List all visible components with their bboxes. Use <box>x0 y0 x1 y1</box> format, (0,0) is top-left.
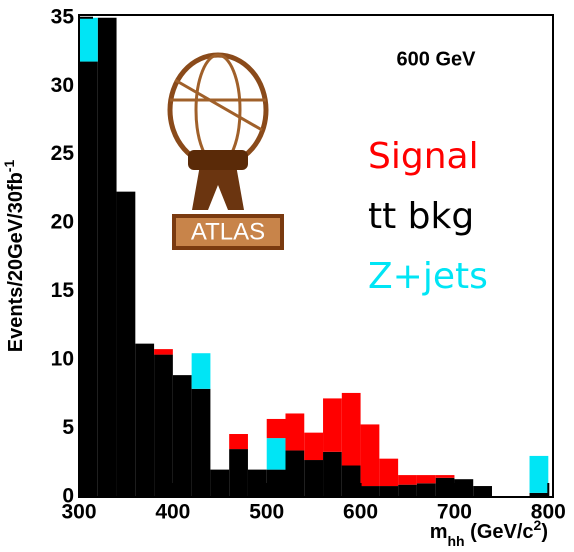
bar <box>435 477 455 497</box>
bar <box>154 354 173 497</box>
legend-entry: Signal <box>368 136 479 177</box>
x-tick-label: 400 <box>155 501 190 524</box>
bar <box>266 438 286 470</box>
bar <box>398 475 417 485</box>
bar <box>360 424 380 487</box>
y-tick-label: 30 <box>51 74 74 97</box>
label-part: (GeV/c <box>465 521 534 543</box>
annotation: 600 GeV <box>397 48 477 70</box>
bar <box>172 375 192 497</box>
bar <box>247 469 267 497</box>
bar <box>435 475 455 478</box>
x-tick-label: 300 <box>61 501 96 524</box>
y-tick-label: 0 <box>62 485 74 508</box>
bar <box>473 486 492 497</box>
y-tick-label: 10 <box>51 348 74 371</box>
bar <box>135 343 155 497</box>
y-tick-label: 25 <box>51 142 75 165</box>
bar <box>304 432 324 461</box>
label-part: ) <box>541 521 548 543</box>
bar <box>116 191 136 497</box>
bar <box>79 17 98 62</box>
bar <box>229 434 248 450</box>
x-tick-label: 500 <box>249 501 284 524</box>
bar <box>191 353 211 389</box>
bar <box>323 451 342 497</box>
bar <box>285 450 305 497</box>
label-part: hh <box>448 533 465 549</box>
bar <box>416 483 436 497</box>
bar <box>379 486 399 497</box>
legend-entry: Z+jets <box>368 256 488 297</box>
bar <box>97 17 117 497</box>
bar <box>191 388 211 497</box>
bar <box>529 455 549 493</box>
bar <box>416 475 436 484</box>
bar <box>266 469 286 497</box>
bar <box>79 61 98 497</box>
bar <box>266 418 286 439</box>
atlas-logo: ATLAS <box>167 52 284 250</box>
bar <box>529 492 549 497</box>
label-part: Events/20GeV/30fb <box>5 172 27 352</box>
y-axis-label: Events/20GeV/30fb-1 <box>1 160 27 353</box>
bar <box>454 479 474 497</box>
x-tick-label: 700 <box>437 501 472 524</box>
bar <box>341 392 361 466</box>
logo-text: ATLAS <box>191 218 265 245</box>
y-tick-label: 20 <box>51 211 74 234</box>
bar <box>304 460 324 497</box>
bar <box>210 469 230 497</box>
bar <box>285 413 305 451</box>
bar <box>154 349 173 355</box>
y-tick-label: 35 <box>51 5 75 28</box>
y-tick-label: 5 <box>62 416 74 439</box>
bar <box>379 458 399 487</box>
bar <box>323 398 342 452</box>
bar <box>398 484 417 497</box>
label-part: -1 <box>1 160 17 173</box>
bar <box>229 449 248 497</box>
x-tick-label: 600 <box>343 501 378 524</box>
label-part: 2 <box>534 517 542 533</box>
legend-entry: tt bkg <box>368 196 474 237</box>
plot-area <box>79 17 549 497</box>
bar <box>341 465 361 497</box>
x-axis-label: mhh (GeV/c2) <box>430 517 548 549</box>
bar <box>360 486 380 497</box>
y-tick-label: 15 <box>51 279 75 302</box>
x-tick-label: 800 <box>531 501 566 524</box>
label-part: m <box>430 521 448 543</box>
frame <box>78 14 554 498</box>
